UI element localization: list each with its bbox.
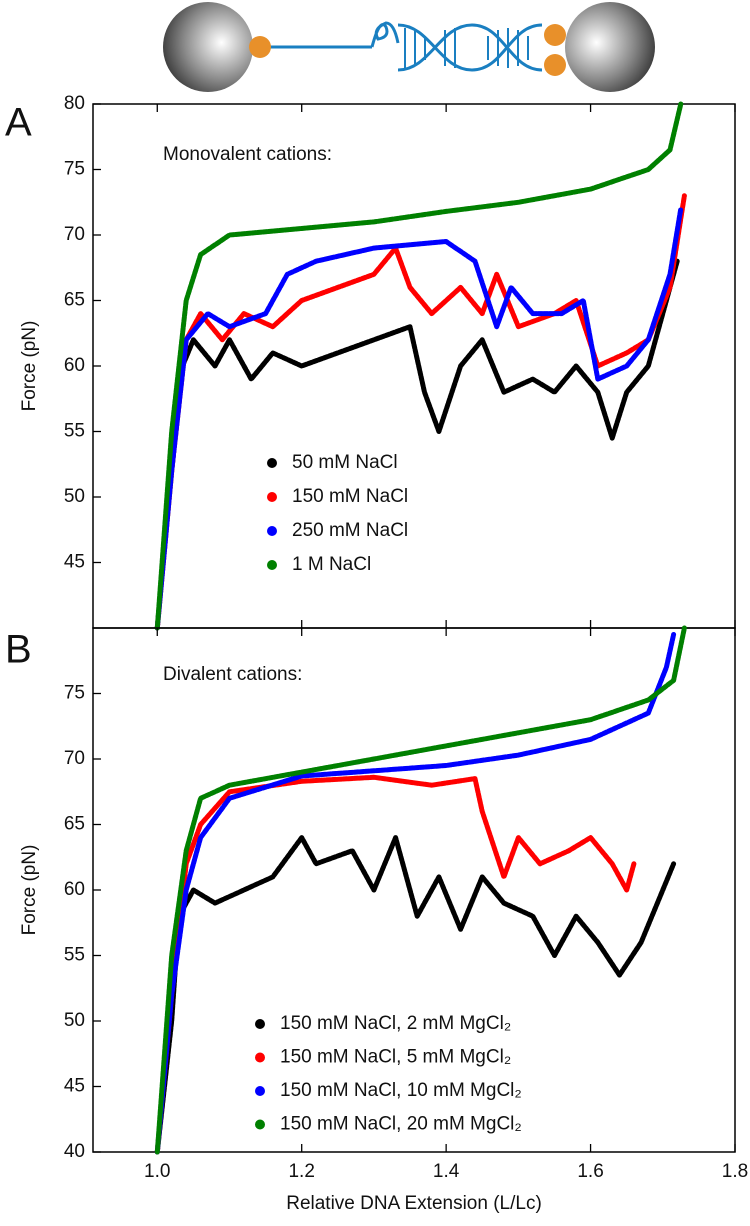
- plot-frame: [92, 627, 736, 1153]
- y-tick-label: 65: [64, 814, 85, 835]
- data-series: [154, 258, 680, 631]
- x-tick-label: 1.8: [722, 1161, 748, 1182]
- x-tick-label: 1.0: [144, 1161, 170, 1182]
- annotation: Divalent cations:: [163, 664, 302, 685]
- y-tick-label: 55: [64, 421, 85, 442]
- y-tick-label: 70: [64, 224, 85, 245]
- legend-marker: [267, 560, 277, 570]
- legend-marker: [267, 526, 277, 536]
- data-series: [154, 625, 687, 1155]
- plot-frame: [92, 103, 736, 629]
- legend-label: 150 mM NaCl, 10 mM MgCl₂: [280, 1080, 522, 1101]
- panel-label: A: [5, 101, 32, 145]
- data-series: [154, 774, 637, 1155]
- y-tick-label: 45: [64, 1076, 85, 1097]
- panel-label: B: [5, 628, 32, 672]
- legend-marker: [255, 1052, 265, 1063]
- y-tick-label: 40: [64, 1141, 85, 1162]
- annotation: Monovalent cations:: [163, 144, 332, 165]
- legend-marker: [267, 458, 277, 468]
- y-tick-label: 55: [64, 945, 85, 966]
- legend-label: 50 mM NaCl: [292, 452, 398, 473]
- y-tick-label: 65: [64, 290, 85, 311]
- y-tick-label: 60: [64, 879, 85, 900]
- y-tick-label: 80: [64, 93, 85, 114]
- y-tick-label: 75: [64, 683, 85, 704]
- x-tick-label: 1.6: [577, 1161, 603, 1182]
- legend-label: 1 M NaCl: [292, 554, 371, 575]
- legend-label: 150 mM NaCl, 20 mM MgCl₂: [280, 1114, 522, 1135]
- schematic: [163, 2, 655, 92]
- legend-marker: [255, 1086, 265, 1096]
- data-series: [154, 206, 684, 631]
- legend-label: 250 mM NaCl: [292, 520, 408, 541]
- y-tick-label: 50: [64, 486, 85, 507]
- data-series: [154, 101, 684, 631]
- legend-marker: [255, 1019, 265, 1029]
- y-tick-label: 75: [64, 159, 85, 180]
- legend-marker: [255, 1119, 265, 1130]
- y-tick-label: 50: [64, 1010, 85, 1031]
- legend-label: 150 mM NaCl, 5 mM MgCl₂: [280, 1047, 511, 1068]
- x-tick-label: 1.4: [433, 1161, 460, 1182]
- data-series: [154, 193, 687, 631]
- legend-label: 150 mM NaCl: [292, 486, 408, 507]
- data-series: [154, 632, 677, 1155]
- x-tick-label: 1.2: [288, 1161, 314, 1182]
- y-tick-label: 45: [64, 552, 85, 573]
- x-axis-label: Relative DNA Extension (L/Lc): [286, 1193, 542, 1214]
- y-axis-label: Force (pN): [19, 321, 40, 412]
- y-axis-label: Force (pN): [19, 845, 40, 936]
- y-tick-label: 70: [64, 748, 85, 769]
- data-series: [154, 835, 677, 1155]
- legend-label: 150 mM NaCl, 2 mM MgCl₂: [280, 1013, 511, 1034]
- y-tick-label: 60: [64, 355, 85, 376]
- legend-marker: [267, 492, 277, 502]
